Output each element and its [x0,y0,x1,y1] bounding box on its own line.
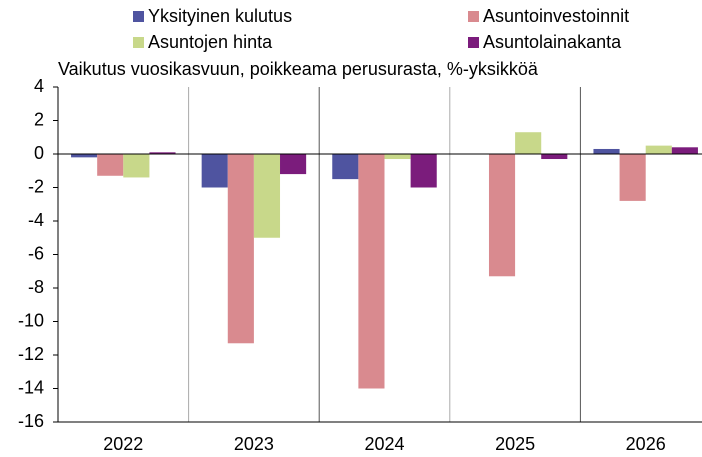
bar [488,154,516,277]
bar [71,154,98,158]
legend-swatch [133,11,144,22]
bar [410,154,437,188]
y-tick-label: -10 [18,310,44,330]
bar [123,154,150,178]
bar [515,132,542,154]
y-tick-label: -16 [18,411,44,431]
bar [541,154,568,160]
bar [253,154,281,238]
bar [593,148,620,154]
legend-label: Asuntoinvestoinnit [483,6,629,26]
bar [358,154,385,389]
chart-title: Vaikutus vuosikasvuun, poikkeama perusur… [58,59,539,79]
bar [619,154,646,201]
bar [671,147,698,154]
legend-label: Yksityinen kulutus [148,6,292,26]
y-tick-label: -14 [18,377,44,397]
bar [384,154,411,160]
bar [227,154,254,344]
legend-swatch [468,37,479,48]
bar [280,154,307,175]
y-tick-label: -8 [28,277,44,297]
x-tick-label: 2026 [626,434,666,454]
legend-label: Asuntolainakanta [483,32,622,52]
y-tick-label: -4 [28,210,44,230]
bar [645,145,672,154]
y-tick-label: 4 [34,76,44,96]
legend-label: Asuntojen hinta [148,32,273,52]
y-tick-label: -12 [18,344,44,364]
y-tick-label: -6 [28,243,44,263]
bar [201,154,228,188]
bar [149,152,176,154]
x-tick-label: 2023 [234,434,274,454]
bar [97,154,124,176]
x-tick-label: 2024 [364,434,404,454]
x-tick-label: 2022 [103,434,143,454]
y-tick-label: 2 [34,109,44,129]
bar [332,154,359,180]
legend-swatch [468,11,479,22]
x-tick-label: 2025 [495,434,535,454]
y-tick-label: -2 [28,176,44,196]
y-tick-label: 0 [34,143,44,163]
legend-swatch [133,37,144,48]
